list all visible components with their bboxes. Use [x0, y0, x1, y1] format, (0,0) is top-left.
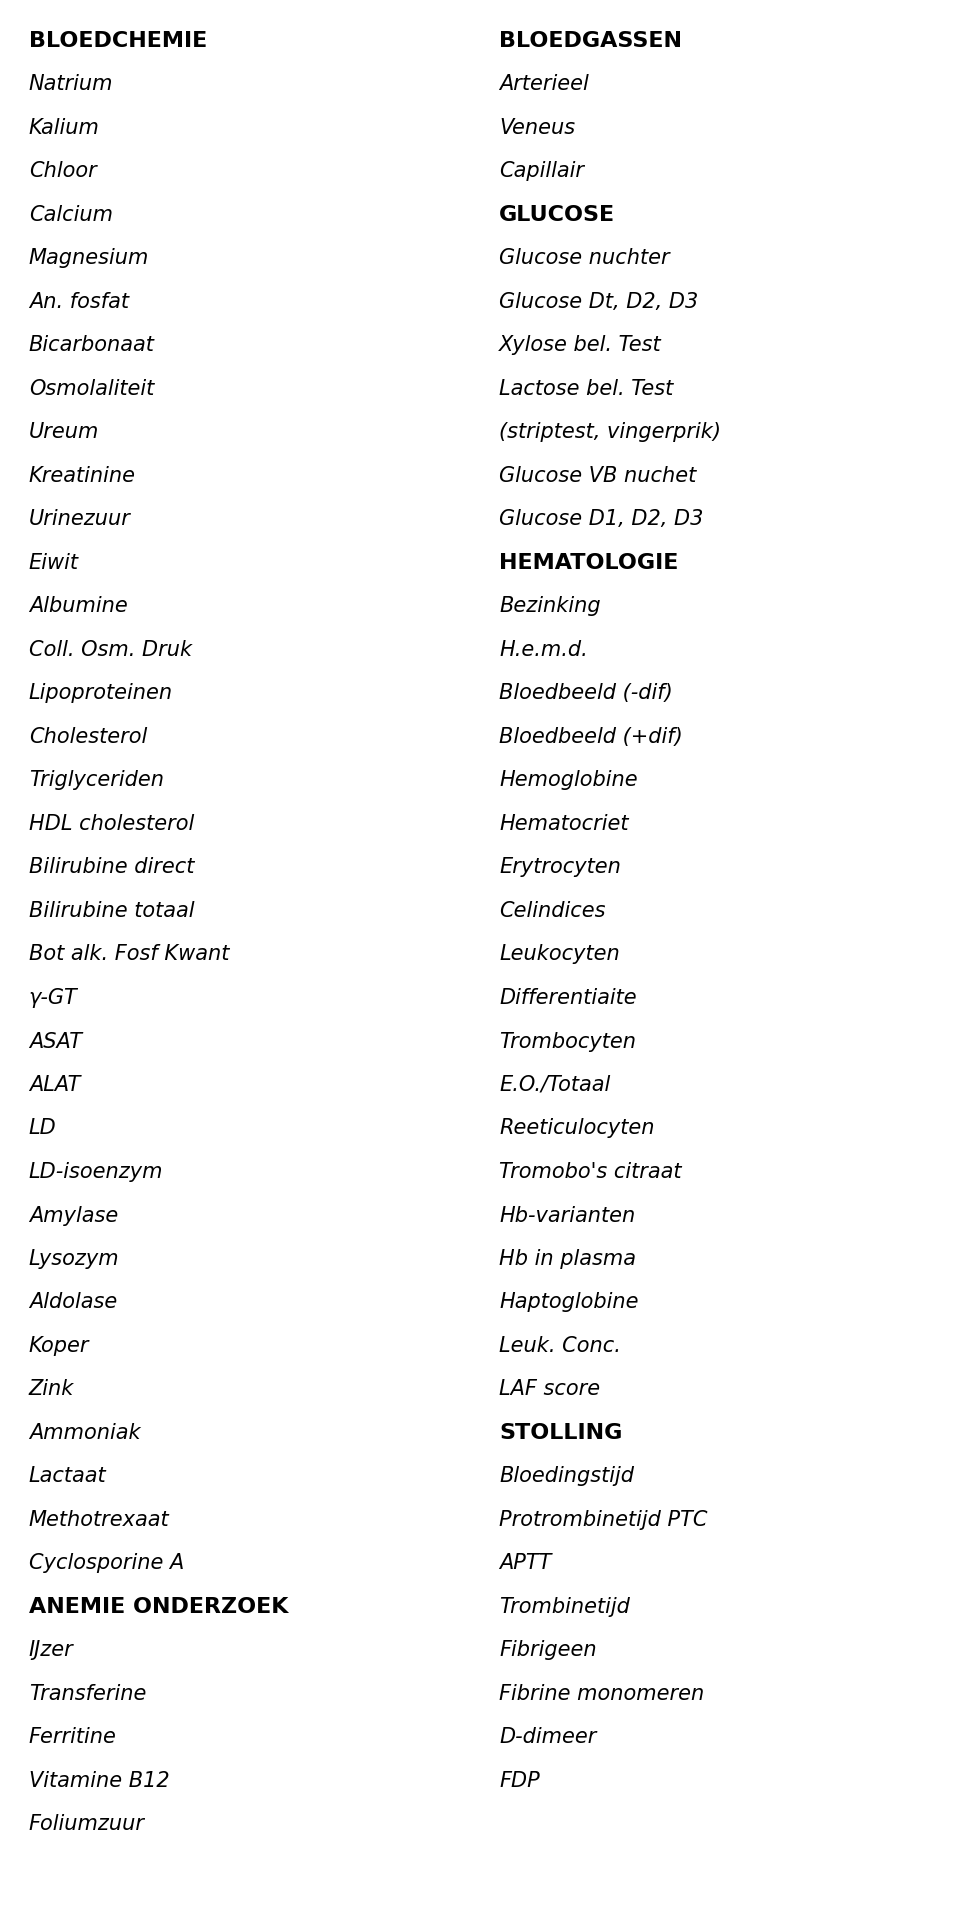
Text: Haptoglobine: Haptoglobine: [499, 1291, 638, 1312]
Text: Glucose VB nuchet: Glucose VB nuchet: [499, 465, 696, 486]
Text: Ammoniak: Ammoniak: [29, 1422, 140, 1442]
Text: Lactaat: Lactaat: [29, 1465, 107, 1486]
Text: Cyclosporine A: Cyclosporine A: [29, 1554, 184, 1573]
Text: Capillair: Capillair: [499, 162, 585, 181]
Text: Cholesterol: Cholesterol: [29, 726, 147, 747]
Text: Glucose nuchter: Glucose nuchter: [499, 249, 670, 268]
Text: Aldolase: Aldolase: [29, 1291, 117, 1312]
Text: Methotrexaat: Methotrexaat: [29, 1509, 169, 1529]
Text: Xylose bel. Test: Xylose bel. Test: [499, 336, 661, 355]
Text: Hb in plasma: Hb in plasma: [499, 1249, 636, 1268]
Text: Fibrigeen: Fibrigeen: [499, 1640, 597, 1660]
Text: Ureum: Ureum: [29, 423, 99, 442]
Text: BLOEDGASSEN: BLOEDGASSEN: [499, 31, 683, 50]
Text: Magnesium: Magnesium: [29, 249, 149, 268]
Text: Chloor: Chloor: [29, 162, 97, 181]
Text: Transferine: Transferine: [29, 1683, 146, 1702]
Text: Bloedbeeld (-dif): Bloedbeeld (-dif): [499, 683, 673, 703]
Text: FDP: FDP: [499, 1770, 540, 1789]
Text: Lipoproteinen: Lipoproteinen: [29, 683, 173, 703]
Text: Veneus: Veneus: [499, 118, 575, 137]
Text: HEMATOLOGIE: HEMATOLOGIE: [499, 552, 679, 573]
Text: Differentiaite: Differentiaite: [499, 988, 636, 1007]
Text: Foliumzuur: Foliumzuur: [29, 1814, 145, 1833]
Text: Hemoglobine: Hemoglobine: [499, 770, 637, 789]
Text: Glucose Dt, D2, D3: Glucose Dt, D2, D3: [499, 291, 699, 313]
Text: Eiwit: Eiwit: [29, 552, 79, 573]
Text: Bilirubine totaal: Bilirubine totaal: [29, 901, 194, 921]
Text: E.O./Totaal: E.O./Totaal: [499, 1075, 611, 1094]
Text: LAF score: LAF score: [499, 1378, 600, 1399]
Text: GLUCOSE: GLUCOSE: [499, 205, 615, 226]
Text: An. fosfat: An. fosfat: [29, 291, 129, 313]
Text: Lactose bel. Test: Lactose bel. Test: [499, 378, 674, 400]
Text: Lysozym: Lysozym: [29, 1249, 119, 1268]
Text: Kalium: Kalium: [29, 118, 100, 137]
Text: Koper: Koper: [29, 1336, 89, 1355]
Text: Bloedbeeld (+dif): Bloedbeeld (+dif): [499, 726, 683, 747]
Text: ASAT: ASAT: [29, 1031, 82, 1052]
Text: Trombinetijd: Trombinetijd: [499, 1596, 630, 1615]
Text: ANEMIE ONDERZOEK: ANEMIE ONDERZOEK: [29, 1596, 288, 1615]
Text: Bilirubine direct: Bilirubine direct: [29, 857, 194, 876]
Text: APTT: APTT: [499, 1554, 552, 1573]
Text: Celindices: Celindices: [499, 901, 606, 921]
Text: Tromobo's citraat: Tromobo's citraat: [499, 1162, 682, 1181]
Text: Bot alk. Fosf Kwant: Bot alk. Fosf Kwant: [29, 944, 229, 963]
Text: Bezinking: Bezinking: [499, 596, 601, 616]
Text: Urinezuur: Urinezuur: [29, 510, 131, 529]
Text: Natrium: Natrium: [29, 75, 113, 95]
Text: Albumine: Albumine: [29, 596, 128, 616]
Text: HDL cholesterol: HDL cholesterol: [29, 814, 194, 834]
Text: Fibrine monomeren: Fibrine monomeren: [499, 1683, 705, 1702]
Text: Arterieel: Arterieel: [499, 75, 588, 95]
Text: Leukocyten: Leukocyten: [499, 944, 620, 963]
Text: IJzer: IJzer: [29, 1640, 74, 1660]
Text: LD-isoenzym: LD-isoenzym: [29, 1162, 163, 1181]
Text: γ-GT: γ-GT: [29, 988, 78, 1007]
Text: Amylase: Amylase: [29, 1204, 118, 1226]
Text: Reeticulocyten: Reeticulocyten: [499, 1117, 655, 1139]
Text: Bloedingstijd: Bloedingstijd: [499, 1465, 635, 1486]
Text: Hematocriet: Hematocriet: [499, 814, 629, 834]
Text: Zink: Zink: [29, 1378, 74, 1399]
Text: D-dimeer: D-dimeer: [499, 1727, 596, 1747]
Text: Vitamine B12: Vitamine B12: [29, 1770, 169, 1789]
Text: Hb-varianten: Hb-varianten: [499, 1204, 636, 1226]
Text: Leuk. Conc.: Leuk. Conc.: [499, 1336, 621, 1355]
Text: STOLLING: STOLLING: [499, 1422, 623, 1442]
Text: Coll. Osm. Druk: Coll. Osm. Druk: [29, 639, 192, 660]
Text: Calcium: Calcium: [29, 205, 113, 226]
Text: Trombocyten: Trombocyten: [499, 1031, 636, 1052]
Text: ALAT: ALAT: [29, 1075, 81, 1094]
Text: LD: LD: [29, 1117, 57, 1139]
Text: Protrombinetijd PTC: Protrombinetijd PTC: [499, 1509, 708, 1529]
Text: Bicarbonaat: Bicarbonaat: [29, 336, 155, 355]
Text: Ferritine: Ferritine: [29, 1727, 117, 1747]
Text: H.e.m.d.: H.e.m.d.: [499, 639, 588, 660]
Text: Osmolaliteit: Osmolaliteit: [29, 378, 154, 400]
Text: Erytrocyten: Erytrocyten: [499, 857, 621, 876]
Text: BLOEDCHEMIE: BLOEDCHEMIE: [29, 31, 207, 50]
Text: Triglyceriden: Triglyceriden: [29, 770, 164, 789]
Text: Glucose D1, D2, D3: Glucose D1, D2, D3: [499, 510, 704, 529]
Text: (striptest, vingerprik): (striptest, vingerprik): [499, 423, 721, 442]
Text: Kreatinine: Kreatinine: [29, 465, 135, 486]
